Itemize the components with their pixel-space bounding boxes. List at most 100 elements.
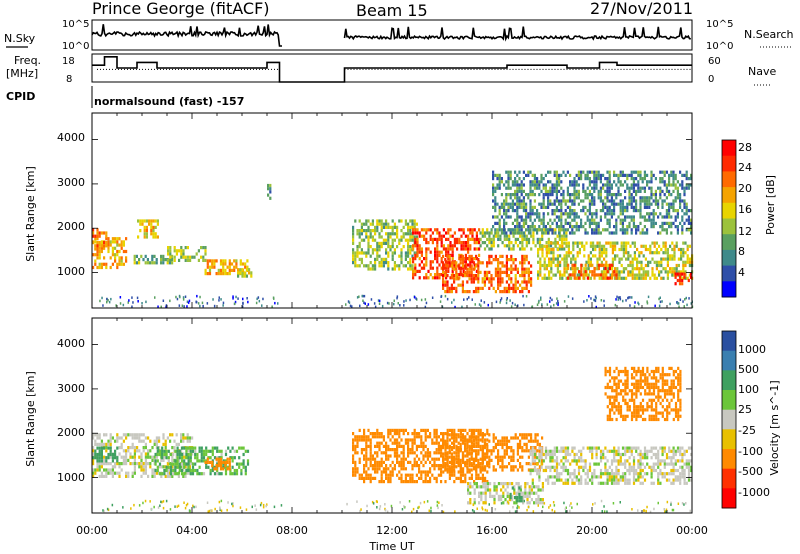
velocity-cell: [415, 444, 418, 448]
power-cell: [451, 266, 454, 270]
velocity-cell: [109, 436, 112, 440]
power-cell: [224, 259, 227, 263]
power-cell: [668, 202, 671, 206]
power-cell: [635, 177, 638, 181]
power-cell: [626, 215, 629, 219]
velocity-cell: [365, 448, 368, 452]
power-cell: [573, 196, 576, 200]
velocity-cell: [98, 462, 101, 466]
velocity-cell: [571, 446, 574, 450]
power-cell: [540, 205, 543, 209]
power-cell: [573, 193, 576, 197]
power-cell: [103, 231, 106, 235]
power-cell: [453, 263, 456, 267]
power-cell: [660, 263, 663, 268]
power-cell: [523, 258, 526, 262]
power-cell: [609, 241, 612, 245]
power-cell: [531, 212, 534, 216]
power-cell: [94, 234, 97, 238]
power-cell: [654, 304, 656, 308]
power-cell: [501, 241, 504, 245]
velocity-cell: [534, 462, 537, 466]
velocity-cell: [486, 455, 489, 459]
power-cell: [412, 231, 415, 235]
power-cell: [479, 231, 482, 235]
velocity-cell: [98, 436, 101, 440]
power-cell: [630, 215, 633, 219]
power-cell: [393, 251, 396, 255]
velocity-cell: [525, 462, 528, 466]
power-cell: [565, 234, 568, 238]
velocity-cell: [371, 435, 374, 439]
power-cell: [400, 254, 403, 258]
power-cell: [457, 264, 460, 268]
power-cell: [143, 225, 146, 229]
power-cell: [643, 225, 646, 229]
power-cell: [637, 301, 639, 305]
velocity-cell: [382, 470, 385, 474]
velocity-cell: [183, 462, 186, 466]
power-cell: [615, 218, 618, 222]
power-cell: [492, 170, 495, 174]
power-cell: [597, 266, 600, 271]
velocity-cell: [162, 436, 165, 440]
power-cell: [574, 241, 577, 245]
velocity-cell: [544, 456, 548, 460]
velocity-cell: [380, 432, 383, 436]
power-cell: [374, 248, 377, 252]
velocity-cell: [413, 438, 416, 442]
power-cell: [105, 262, 108, 266]
velocity-cell: [94, 439, 97, 443]
power-cell: [365, 235, 368, 239]
velocity-cell: [580, 475, 583, 479]
velocity-cell: [92, 446, 95, 450]
power-cell: [470, 267, 473, 271]
power-cell: [414, 263, 417, 267]
power-cell: [682, 260, 685, 264]
velocity-cell: [518, 492, 521, 496]
power-cell: [376, 257, 379, 261]
power-cell: [460, 234, 463, 238]
power-cell: [575, 173, 578, 177]
velocity-cell: [175, 433, 178, 437]
velocity-cell: [582, 468, 585, 473]
power-cell: [455, 264, 458, 268]
velocity-cell: [526, 482, 529, 486]
power-cell: [532, 234, 535, 238]
power-cell: [424, 305, 427, 309]
velocity-cell: [153, 439, 156, 443]
velocity-cell: [591, 481, 594, 485]
velocity-cell: [242, 465, 245, 469]
velocity-cell: [538, 452, 541, 457]
velocity-cell: [595, 475, 598, 479]
power-cell: [468, 254, 471, 258]
power-cell: [459, 267, 462, 271]
power-cell: [239, 262, 242, 266]
power-cell: [488, 237, 491, 241]
velocity-cell: [484, 482, 487, 486]
power-cell: [635, 228, 638, 232]
power-cell: [219, 268, 223, 272]
power-colorbar-swatch: [722, 187, 736, 204]
power-cell: [629, 244, 632, 248]
power-cell: [501, 270, 504, 274]
velocity-cell: [96, 446, 99, 450]
power-cell: [555, 183, 558, 187]
velocity-cell: [437, 435, 440, 439]
power-cell: [649, 251, 652, 255]
power-cell: [591, 212, 594, 216]
velocity-cell: [525, 433, 528, 437]
velocity-cell: [553, 452, 556, 457]
power-cell: [510, 286, 513, 290]
power-cell: [105, 241, 108, 245]
velocity-cell: [92, 433, 95, 437]
power-cell: [572, 241, 575, 245]
power-cell: [114, 237, 117, 241]
power-cell: [511, 183, 514, 187]
power-cell: [206, 302, 209, 305]
power-cell: [544, 173, 547, 177]
velocity-cell: [455, 460, 458, 464]
power-cell: [96, 253, 99, 257]
velocity-cell: [519, 488, 522, 492]
power-cell: [580, 273, 583, 277]
